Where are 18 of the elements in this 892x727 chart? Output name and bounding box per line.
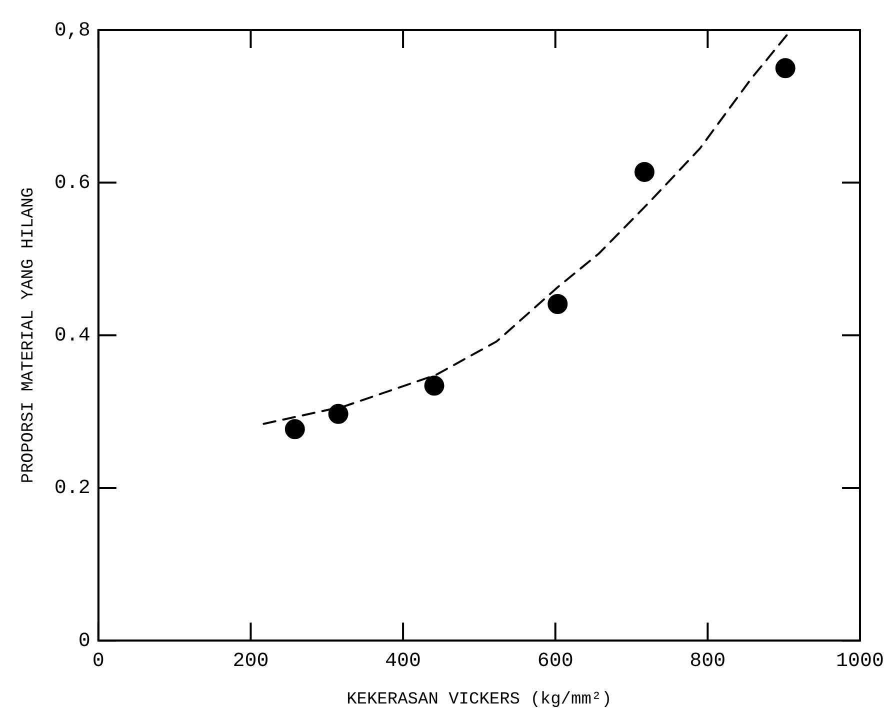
point bbox=[634, 162, 654, 182]
point bbox=[775, 58, 796, 78]
x-tick-label: 1000 bbox=[836, 650, 884, 673]
x-axis-title: KEKERASAN VICKERS (kg/mm²) bbox=[346, 690, 612, 710]
point bbox=[548, 294, 568, 314]
point bbox=[284, 419, 305, 440]
x-tick-label: 400 bbox=[385, 650, 422, 673]
y-tick-label: 0.2 bbox=[54, 477, 90, 500]
y-tick-label: 0.4 bbox=[54, 324, 90, 348]
point bbox=[424, 376, 444, 396]
y-tick-label: 0.6 bbox=[54, 172, 90, 195]
y-tick-label: 0,8 bbox=[54, 19, 90, 42]
x-tick-label: 600 bbox=[537, 650, 574, 673]
x-tick-label: 200 bbox=[232, 650, 269, 673]
y-axis-title: PROPORSI MATERIAL YANG HILANG bbox=[20, 187, 39, 484]
point bbox=[328, 404, 348, 424]
y-tick-label: 0 bbox=[78, 630, 90, 653]
x-tick-label: 800 bbox=[690, 650, 726, 673]
